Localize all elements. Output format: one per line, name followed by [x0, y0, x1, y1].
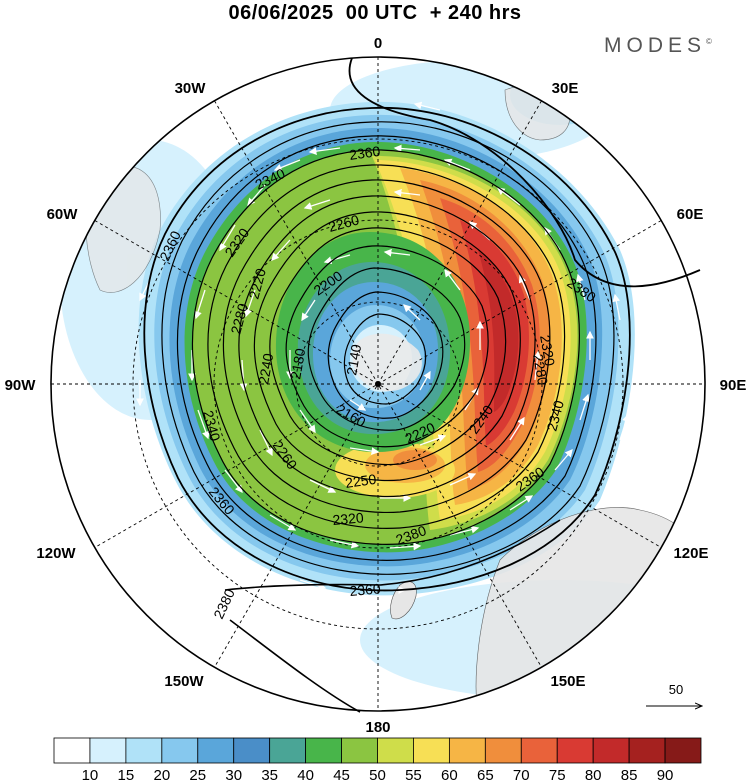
colorbar-tick-label: 50	[369, 767, 386, 782]
contour-label: 2180	[287, 347, 308, 381]
colorbar-tick-label: 45	[333, 767, 350, 782]
contour-label: 2240	[255, 352, 276, 386]
colorbar-tick-label: 30	[225, 767, 242, 782]
contour-label: 2340	[543, 398, 567, 432]
colorbar-swatch	[448, 737, 486, 764]
colorbar-tick-label: 25	[189, 767, 206, 782]
wind-vector-scale: 50	[646, 682, 702, 706]
colorbar-tick-label: 65	[477, 767, 494, 782]
contour-label: 2140	[343, 343, 364, 377]
copyright-mark: ©	[706, 37, 712, 46]
longitude-labels: 0 30E 60E 90E 120E 150E 180 150W 120W 90…	[5, 35, 747, 736]
colorbar-tick-label: 70	[513, 767, 530, 782]
contour-label: 2320	[537, 334, 558, 368]
colorbar-tick-label: 20	[153, 767, 170, 782]
colorbar-tick-label: 80	[585, 767, 602, 782]
lon-label-90e: 90E	[720, 377, 747, 394]
lon-label-30w: 30W	[175, 80, 207, 97]
contour-label: 2220	[245, 266, 269, 300]
band-85	[478, 250, 519, 412]
pole-marker	[375, 381, 381, 387]
lon-label-60e: 60E	[677, 206, 704, 223]
colorbar-swatch	[556, 737, 594, 764]
contour-label: 2280	[227, 301, 251, 335]
colorbar-swatch	[377, 737, 414, 764]
lon-label-180: 180	[365, 719, 390, 736]
colorbar-tick-label: 60	[441, 767, 458, 782]
colorbar-swatch	[269, 737, 307, 764]
colorbar-tick-label: 85	[621, 767, 638, 782]
colorbar-swatch	[664, 737, 702, 764]
colorbar-swatch	[89, 737, 127, 764]
lon-label-90w: 90W	[5, 377, 37, 394]
antarctica-land	[352, 333, 422, 392]
colorbar-tick-label: 40	[297, 767, 314, 782]
globe-border	[50, 56, 706, 712]
brand-text: MODES	[604, 34, 707, 57]
colorbar-swatch	[161, 737, 199, 764]
colorbar-swatch	[341, 737, 378, 764]
colorbar-swatch	[125, 737, 163, 764]
lon-label-60w: 60W	[47, 206, 79, 223]
contour-label: 2320	[332, 509, 365, 528]
colorbar-swatch	[413, 737, 450, 764]
wind-scale-label: 50	[669, 682, 683, 697]
colorbar-swatch	[520, 737, 558, 764]
colorbar-tick-label: 10	[82, 767, 99, 782]
contour-label: 2360	[348, 143, 381, 163]
contour-label: 2280	[530, 353, 551, 387]
colorbar-swatch	[305, 737, 342, 764]
lon-label-30e: 30E	[552, 80, 579, 97]
colorbar-swatch	[484, 737, 522, 764]
colorbar-swatch	[197, 737, 235, 764]
colorbar-tick-label: 55	[405, 767, 422, 782]
colorbar-tick-label: 75	[549, 767, 566, 782]
colorbar-swatch	[53, 737, 91, 764]
brand-logo: MODES©	[604, 34, 712, 58]
contour-label: 2360	[349, 580, 382, 599]
height-contours	[143, 57, 701, 713]
colorbar-tick-label: 35	[261, 767, 278, 782]
contour-label: 2260	[327, 211, 361, 235]
colorbar-tick-label: 90	[657, 767, 674, 782]
colorbar-swatch	[233, 737, 271, 764]
contour-label: 2340	[200, 409, 224, 443]
colorbar: 10 15 20 25 30 35 40 45 50 55 60 65 70 75 80 85 90	[53, 737, 702, 782]
lon-label-120e: 120E	[673, 545, 708, 562]
contour-label: 2250	[344, 471, 377, 491]
lon-label-120w: 120W	[36, 545, 76, 562]
lon-label-0: 0	[374, 35, 382, 52]
lon-label-150w: 150W	[164, 673, 204, 690]
map-title: 06/06/2025 00 UTC + 240 hrs	[228, 2, 522, 24]
colorbar-swatch	[592, 737, 630, 764]
colorbar-tick-label: 15	[118, 767, 135, 782]
colorbar-swatch	[628, 737, 666, 764]
lon-label-150e: 150E	[550, 673, 585, 690]
